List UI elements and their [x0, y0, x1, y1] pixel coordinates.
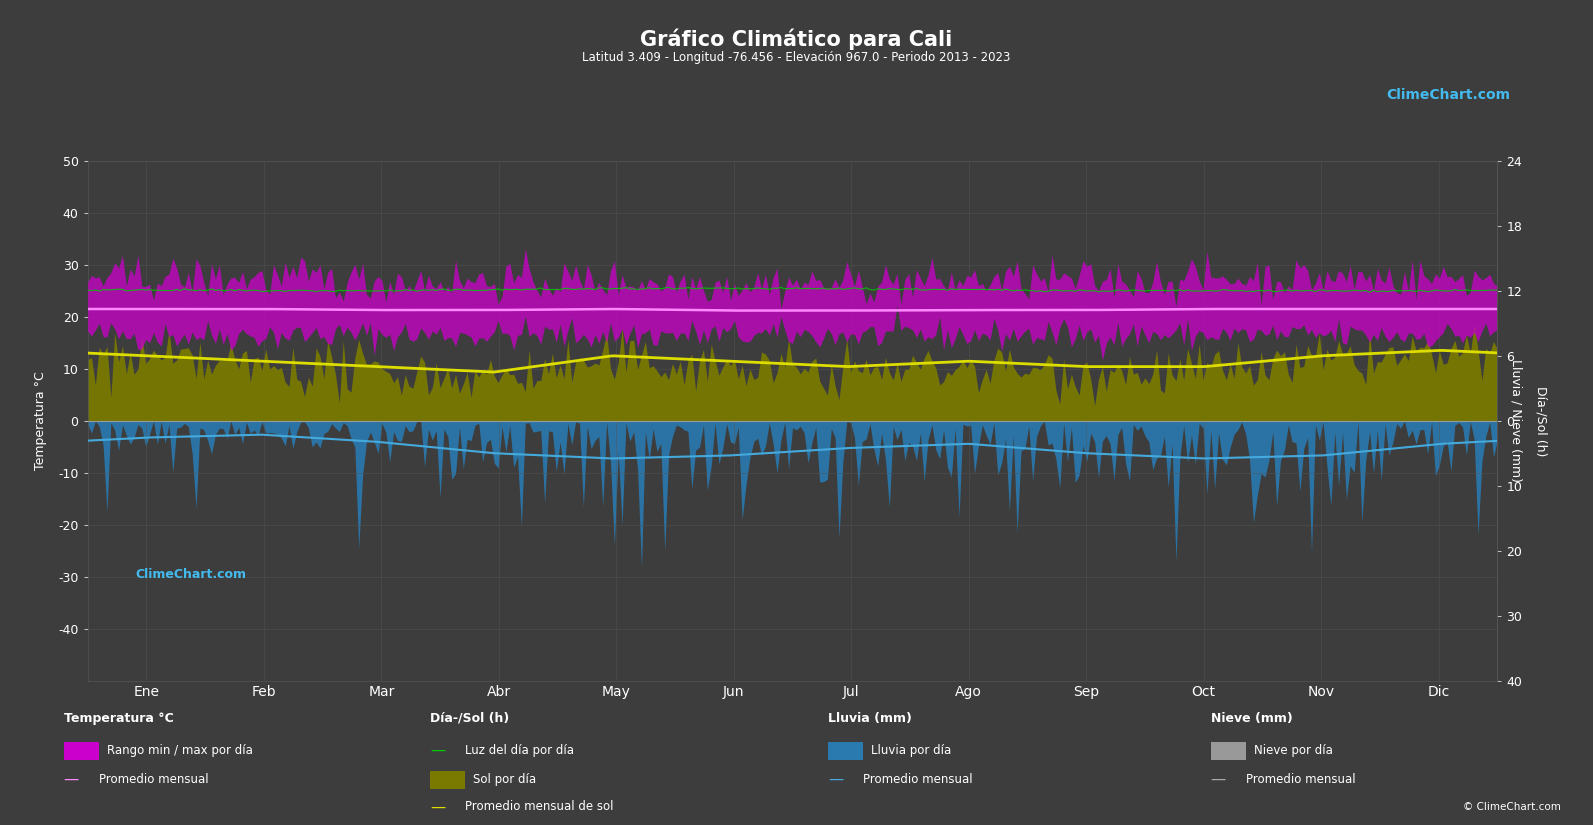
Text: Día-/Sol (h): Día-/Sol (h): [430, 712, 510, 725]
Text: Latitud 3.409 - Longitud -76.456 - Elevación 967.0 - Periodo 2013 - 2023: Latitud 3.409 - Longitud -76.456 - Eleva…: [583, 51, 1010, 64]
Text: © ClimeChart.com: © ClimeChart.com: [1464, 802, 1561, 812]
Text: Promedio mensual: Promedio mensual: [1246, 773, 1356, 786]
Y-axis label: Día-/Sol (h): Día-/Sol (h): [1534, 385, 1547, 456]
Text: Nieve (mm): Nieve (mm): [1211, 712, 1292, 725]
Y-axis label: Temperatura °C: Temperatura °C: [33, 371, 48, 470]
Text: —: —: [1211, 772, 1227, 787]
Text: Lluvia (mm): Lluvia (mm): [828, 712, 913, 725]
Text: ClimeChart.com: ClimeChart.com: [1386, 88, 1510, 102]
Text: Sol por día: Sol por día: [473, 773, 537, 786]
Text: Promedio mensual: Promedio mensual: [99, 773, 209, 786]
Text: —: —: [64, 772, 80, 787]
Text: Nieve por día: Nieve por día: [1254, 744, 1333, 757]
Text: Promedio mensual: Promedio mensual: [863, 773, 973, 786]
Text: —: —: [430, 743, 446, 758]
Y-axis label: Lluvia / Nieve (mm): Lluvia / Nieve (mm): [1510, 359, 1523, 483]
Text: Promedio mensual de sol: Promedio mensual de sol: [465, 800, 613, 813]
Text: —: —: [828, 772, 844, 787]
Text: Luz del día por día: Luz del día por día: [465, 744, 573, 757]
Text: ClimeChart.com: ClimeChart.com: [135, 568, 247, 581]
Text: Lluvia por día: Lluvia por día: [871, 744, 951, 757]
Text: Temperatura °C: Temperatura °C: [64, 712, 174, 725]
Text: Gráfico Climático para Cali: Gráfico Climático para Cali: [640, 29, 953, 50]
Text: Rango min / max por día: Rango min / max por día: [107, 744, 253, 757]
Text: —: —: [430, 799, 446, 814]
